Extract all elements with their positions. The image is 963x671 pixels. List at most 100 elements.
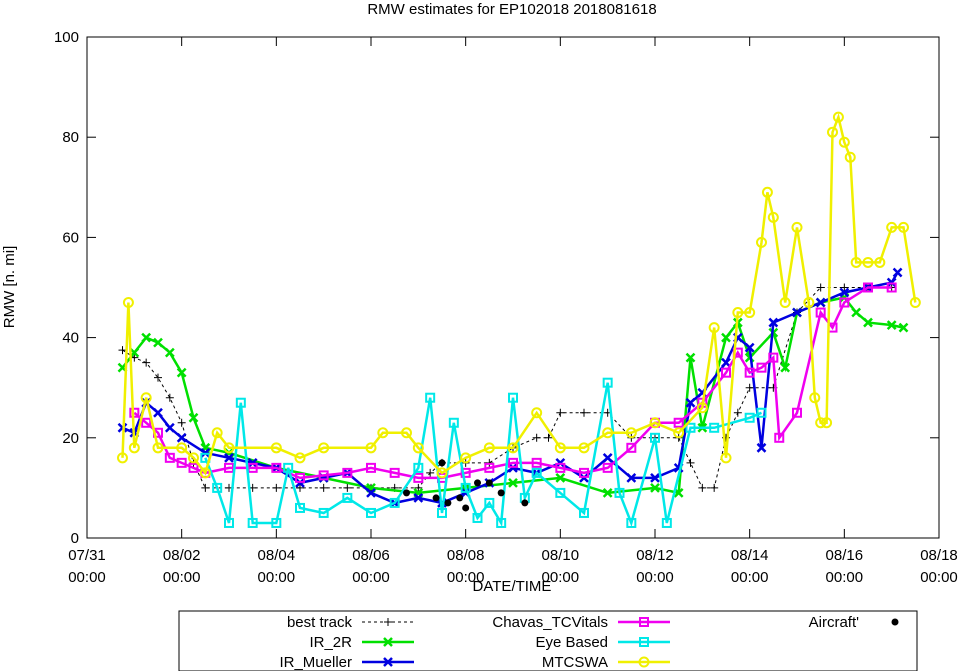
y-tick-label: 80 <box>62 129 79 146</box>
point-ir-2r <box>602 488 613 498</box>
point-mtcswa <box>188 452 199 464</box>
point-mtcswa <box>117 452 128 464</box>
point-eye-based <box>602 377 613 388</box>
series-line-best-track <box>122 287 892 489</box>
point-best-track <box>319 483 328 492</box>
point-mtcswa <box>821 417 833 429</box>
point-best-track <box>201 483 210 492</box>
point-ir-mueller <box>413 493 424 503</box>
series-line-ir-mueller <box>122 271 899 505</box>
point-ir-2r <box>898 322 909 333</box>
series-aircraft <box>403 459 529 512</box>
point-mtcswa <box>791 221 803 233</box>
point-best-track <box>544 433 553 442</box>
x-tick-label: 08/04 <box>258 547 296 564</box>
point-mtcswa <box>761 186 773 198</box>
legend-label: IR_2R <box>309 634 352 651</box>
point-best-track <box>165 393 174 402</box>
point-mtcswa <box>531 407 543 419</box>
point-ir-mueller <box>721 357 731 368</box>
point-eye-based <box>425 392 436 403</box>
x-tick-label: 07/31 <box>68 547 106 564</box>
legend: best track IR_2R IR_Mueller Chavas_TCVitals… <box>279 614 899 671</box>
x-tick-label: 08/16 <box>826 547 864 564</box>
point-ir-2r <box>555 472 566 483</box>
point-mtcswa <box>176 442 188 454</box>
point-chavas-tcvitals <box>141 417 152 428</box>
point-ir-mueller <box>579 472 589 483</box>
legend-swatch-marker <box>639 617 649 627</box>
point-mtcswa <box>832 111 844 123</box>
point-chavas-tcvitals <box>555 462 566 473</box>
point-best-track <box>414 483 423 492</box>
point-ir-mueller <box>685 397 696 408</box>
point-best-track <box>532 433 541 442</box>
point-ir-mueller <box>164 422 175 433</box>
point-mtcswa <box>673 427 685 439</box>
point-aircraft <box>438 459 446 467</box>
legend-label: IR_Mueller <box>279 654 352 671</box>
point-chavas-tcvitals <box>460 467 471 478</box>
point-chavas-tcvitals <box>176 457 187 468</box>
point-best-track <box>118 346 127 355</box>
point-ir-mueller <box>366 488 376 498</box>
point-mtcswa <box>756 236 767 248</box>
point-mtcswa <box>625 427 637 439</box>
point-chavas-tcvitals <box>626 442 637 453</box>
x-tick-label: 08/06 <box>352 547 390 564</box>
point-ir-mueller <box>792 307 802 318</box>
point-chavas-tcvitals <box>815 307 826 318</box>
point-mtcswa <box>211 427 223 439</box>
point-mtcswa <box>696 402 708 414</box>
point-mtcswa <box>401 427 412 439</box>
point-eye-based <box>650 432 660 443</box>
x-tick-label: 08/18 <box>920 547 958 564</box>
point-chavas-tcvitals <box>602 462 613 473</box>
x-tick-label-time: 00:00 <box>920 569 958 586</box>
point-mtcswa <box>223 442 235 454</box>
point-chavas-tcvitals <box>318 470 329 481</box>
point-ir-mueller <box>602 452 613 463</box>
point-ir-mueller <box>508 462 518 473</box>
point-ir-2r <box>650 483 660 493</box>
x-axis-title: DATE/TIME <box>473 578 552 595</box>
legend-item-chavas-tcvitals: Chavas_TCVitals <box>492 614 670 631</box>
point-eye-based <box>555 487 566 498</box>
series-eye-based <box>200 377 767 528</box>
point-ir-2r <box>141 332 152 343</box>
point-best-track <box>686 458 695 467</box>
point-mtcswa <box>649 417 661 429</box>
point-eye-based <box>271 517 282 528</box>
legend-swatch-marker <box>638 656 650 668</box>
point-best-track <box>485 458 494 467</box>
point-eye-based <box>460 482 471 493</box>
point-chavas-tcvitals <box>413 472 424 483</box>
point-mtcswa <box>815 417 827 429</box>
point-mtcswa <box>720 452 732 464</box>
legend-box <box>178 610 918 671</box>
point-ir-2r <box>176 367 187 378</box>
point-eye-based <box>484 497 495 508</box>
x-tick-label: 08/14 <box>731 547 769 564</box>
point-mtcswa <box>844 151 856 163</box>
point-best-track <box>733 408 742 417</box>
point-mtcswa <box>294 452 306 464</box>
point-best-track <box>296 483 304 492</box>
point-ir-mueller <box>839 287 850 298</box>
legend-label: MTCSWA <box>542 654 608 671</box>
series-line-chavas-tcvitals <box>133 286 892 480</box>
point-mtcswa <box>827 126 838 138</box>
point-ir-mueller <box>247 457 258 468</box>
legend-item-eye-based: Eye Based <box>535 634 670 651</box>
point-ir-2r <box>164 347 175 358</box>
point-eye-based <box>472 512 483 523</box>
point-mtcswa <box>377 427 389 439</box>
point-mtcswa <box>862 256 874 268</box>
x-tick-label: 08/08 <box>447 547 485 564</box>
point-best-track <box>426 468 435 477</box>
point-ir-mueller <box>626 472 637 483</box>
point-mtcswa <box>767 211 779 223</box>
point-chavas-tcvitals <box>744 367 755 378</box>
point-chavas-tcvitals <box>389 467 400 478</box>
point-mtcswa <box>436 467 448 479</box>
